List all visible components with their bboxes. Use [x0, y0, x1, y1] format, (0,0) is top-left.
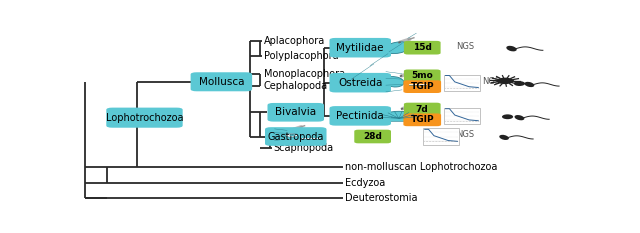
Bar — [444, 108, 480, 124]
Text: Lophotrochozoa: Lophotrochozoa — [106, 113, 183, 123]
Text: NGS: NGS — [482, 77, 500, 86]
FancyBboxPatch shape — [268, 103, 324, 122]
Text: 5mo: 5mo — [412, 71, 433, 80]
Text: Monoplacophora: Monoplacophora — [264, 69, 345, 79]
Bar — [444, 75, 480, 91]
Text: NGS: NGS — [456, 42, 474, 51]
Ellipse shape — [502, 114, 513, 119]
Text: Gastropoda: Gastropoda — [268, 131, 324, 141]
Bar — [423, 128, 459, 144]
FancyBboxPatch shape — [330, 73, 391, 93]
Text: TGIP: TGIP — [410, 82, 434, 91]
Text: Mytilidae: Mytilidae — [337, 43, 384, 53]
Text: Bivalvia: Bivalvia — [275, 107, 316, 117]
FancyBboxPatch shape — [191, 72, 252, 91]
Ellipse shape — [514, 81, 525, 86]
FancyBboxPatch shape — [330, 38, 391, 58]
FancyBboxPatch shape — [404, 69, 440, 82]
Text: Cephalopoda: Cephalopoda — [264, 81, 328, 91]
Text: Polyplacophora: Polyplacophora — [264, 51, 339, 61]
Circle shape — [496, 78, 514, 84]
FancyBboxPatch shape — [330, 106, 391, 126]
FancyBboxPatch shape — [265, 127, 326, 146]
Text: Pectinida: Pectinida — [337, 111, 384, 121]
Text: NGS: NGS — [456, 130, 474, 139]
Ellipse shape — [290, 134, 295, 136]
Ellipse shape — [274, 130, 300, 139]
Text: Deuterostomia: Deuterostomia — [346, 193, 418, 203]
FancyBboxPatch shape — [404, 103, 440, 115]
Ellipse shape — [524, 82, 534, 87]
FancyBboxPatch shape — [106, 108, 182, 128]
Text: 7d: 7d — [416, 105, 429, 113]
Ellipse shape — [385, 42, 410, 54]
Text: non-molluscan Lophotrochozoa: non-molluscan Lophotrochozoa — [346, 162, 498, 172]
Text: Mollusca: Mollusca — [198, 77, 244, 87]
FancyBboxPatch shape — [355, 130, 391, 143]
FancyBboxPatch shape — [390, 118, 408, 121]
FancyBboxPatch shape — [403, 113, 441, 126]
Wedge shape — [380, 111, 419, 118]
Text: 28d: 28d — [364, 132, 382, 141]
Text: TGIP: TGIP — [410, 115, 434, 124]
Ellipse shape — [384, 77, 404, 87]
Text: 15d: 15d — [413, 43, 431, 52]
Text: Aplacophora: Aplacophora — [264, 36, 325, 46]
Ellipse shape — [515, 115, 524, 120]
Ellipse shape — [285, 133, 298, 137]
Ellipse shape — [499, 135, 509, 140]
Text: Scaphopoda: Scaphopoda — [274, 143, 334, 153]
Text: Ostreida: Ostreida — [338, 78, 383, 88]
FancyBboxPatch shape — [403, 80, 441, 93]
FancyBboxPatch shape — [406, 80, 429, 88]
Ellipse shape — [506, 46, 516, 51]
FancyBboxPatch shape — [404, 41, 440, 55]
Text: Ecdyzoa: Ecdyzoa — [346, 178, 386, 188]
FancyBboxPatch shape — [299, 134, 322, 142]
